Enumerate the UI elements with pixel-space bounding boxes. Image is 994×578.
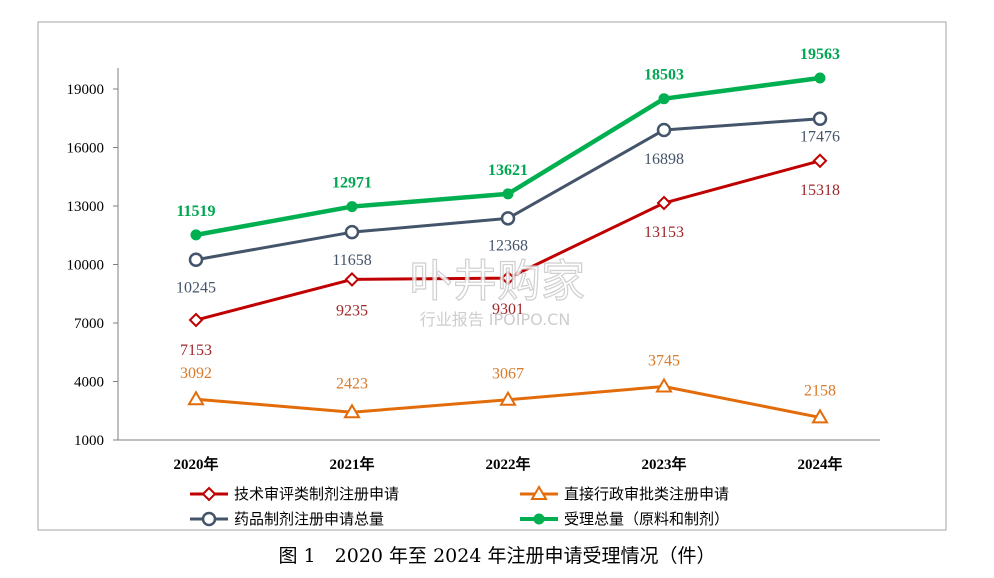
data-point [343,403,361,419]
axes: 1000 4000 7000 10000 13000 16000 19000 2020年 202… [67,68,880,473]
data-label: 11519 [176,203,215,220]
x-tick-label: 2021年 [329,455,374,473]
y-tick-label: 16000 [67,141,105,157]
y-tick-label: 4000 [74,375,104,391]
watermark: 卟井购家 行业报告 IPOIPO.CN [408,255,585,329]
legend-swatch-marker [201,486,217,502]
data-label: 2423 [336,375,368,392]
data-label: 13153 [644,224,684,241]
data-labels: 7153 9235 9301 13153 15318 3092 2423 3067 3745 21… [176,46,840,399]
series-circle [188,111,828,267]
data-label: 3745 [648,352,680,369]
legend-item: 直接行政审批类注册申请 [520,485,729,503]
legend-swatch-marker [201,511,217,527]
chart-frame [37,21,947,531]
y-tick-label: 7000 [74,316,104,332]
x-tick-label: 2024年 [797,455,842,473]
data-point [811,408,829,424]
y-tick-label: 1000 [74,433,104,449]
x-tick-label: 2022年 [485,455,530,473]
data-label: 3092 [180,365,212,382]
legend-label: 直接行政审批类注册申请 [564,485,729,503]
data-point [814,72,826,84]
data-point [500,211,516,226]
data-label: 13621 [488,162,528,179]
data-point [499,390,517,406]
data-label: 2158 [804,382,836,399]
series-dot [190,72,826,241]
series-triangle [187,377,829,424]
legend-item: 技术审评类制剂注册申请 [190,485,399,503]
data-point [656,195,672,211]
data-label: 9301 [492,301,524,318]
y-tick-label: 19000 [67,82,105,98]
data-label: 3067 [492,366,524,383]
legend-label: 受理总量（原料和制剂） [564,510,729,528]
figure-caption: 图 1 2020 年至 2024 年注册申请受理情况（件） [279,545,716,567]
watermark-main: 卟井购家 [409,256,585,307]
legend-label: 药品制剂注册申请总量 [234,510,384,528]
data-point [502,188,514,200]
legend-item: 受理总量（原料和制剂） [520,510,729,528]
data-label: 7153 [180,342,212,359]
watermark-sub: 行业报告 IPOIPO.CN [420,310,571,329]
data-point [656,122,672,138]
data-point [658,93,670,105]
legend-swatch-marker [533,513,545,525]
data-point [344,224,360,240]
data-point [344,272,360,287]
data-point [346,201,358,213]
data-point [500,270,516,286]
data-label: 16898 [644,151,684,168]
legend-item: 药品制剂注册申请总量 [190,510,384,528]
series-diamond [188,153,828,328]
legend-swatch-marker [530,485,548,500]
data-label: 11658 [332,252,371,269]
data-label: 17476 [800,129,840,146]
data-point [655,377,673,393]
data-label: 12368 [488,237,528,254]
data-label: 18503 [644,67,684,84]
x-tick-label: 2023年 [641,455,686,473]
data-point [190,229,202,241]
data-point [812,153,828,169]
x-tick-label: 2020年 [173,455,218,473]
data-point [188,252,204,267]
data-point [187,390,205,406]
data-label: 10245 [176,280,216,297]
series-layer [187,72,829,424]
data-point [188,312,204,328]
y-tick-label: 13000 [67,199,105,215]
y-tick-label: 10000 [67,258,105,274]
data-label: 12971 [332,175,372,192]
data-label: 15318 [800,182,840,199]
data-point [812,111,828,126]
data-label: 19563 [800,46,840,63]
legend-label: 技术审评类制剂注册申请 [234,485,399,503]
data-label: 9235 [336,302,368,319]
